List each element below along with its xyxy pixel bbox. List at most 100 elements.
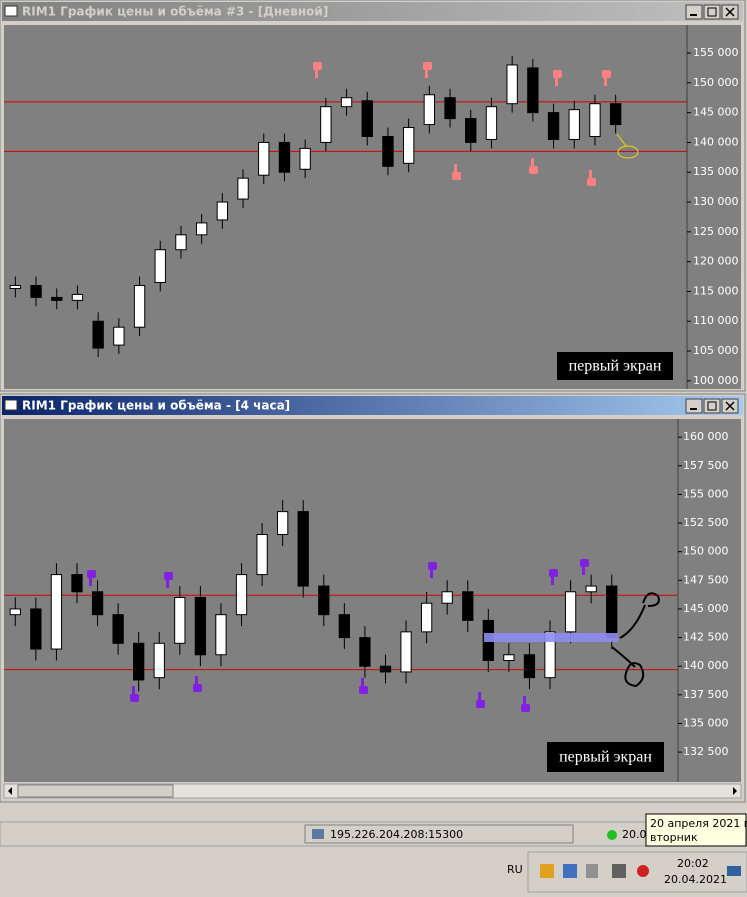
y-tick-label: 135 000 [683, 716, 729, 729]
candle-body [359, 637, 371, 667]
scribble [611, 592, 660, 688]
annotation: первый экран [559, 749, 652, 766]
candle-body [113, 326, 125, 346]
y-tick-label: 120 000 [693, 255, 739, 268]
annotation: первый экран [569, 358, 662, 375]
y-tick-label: 125 000 [693, 225, 739, 238]
candle-body [71, 574, 83, 593]
candle-body [444, 97, 456, 120]
y-tick-label: 152 500 [683, 516, 729, 529]
y-tick-label: 140 000 [693, 135, 739, 148]
language-indicator[interactable]: RU [507, 863, 523, 876]
candle-body [297, 511, 309, 587]
candle-body [318, 585, 330, 616]
candle-body [465, 118, 477, 143]
candle-body [320, 106, 332, 143]
y-tick-label: 130 000 [693, 195, 739, 208]
candle-body [153, 642, 165, 679]
candle-body [92, 320, 104, 349]
candle-body [277, 511, 289, 536]
chart-area [4, 419, 741, 782]
connection-indicator [607, 830, 617, 840]
y-tick-label: 135 000 [693, 165, 739, 178]
candle-body [503, 654, 515, 661]
candle-body [606, 585, 618, 639]
annotation-box [557, 352, 673, 380]
tooltip [645, 813, 747, 847]
highlight-ellipse [617, 145, 639, 159]
hand-drawn-annotations [87, 62, 660, 712]
candle-body [361, 100, 373, 137]
y-tick-label: 145 000 [683, 602, 729, 615]
candle-body [589, 103, 601, 137]
y-tick-label: 150 000 [693, 76, 739, 89]
status-clock: 20.0 [622, 828, 647, 841]
candle-body [258, 141, 270, 176]
zone-box [484, 633, 618, 642]
y-tick-label: 150 000 [683, 545, 729, 558]
taskbar-time: 20:02 [677, 857, 709, 870]
status-bar [0, 821, 747, 847]
window-icon [4, 399, 18, 411]
window-buttons[interactable] [685, 4, 739, 20]
highlight-stroke [616, 133, 627, 147]
y-tick-label: 157 500 [683, 459, 729, 472]
candle-body [216, 201, 229, 221]
window-buttons[interactable] [685, 398, 739, 414]
candle-body [256, 534, 268, 576]
scrollbar[interactable] [3, 783, 742, 799]
candle-body [564, 591, 577, 633]
candle-body [340, 97, 353, 108]
candle-body [278, 141, 291, 173]
candle-body [462, 591, 474, 621]
candle-body [402, 127, 415, 164]
candle-body [133, 642, 145, 681]
candle-body [338, 614, 350, 639]
status-server: 195.226.204.208:15300 [330, 828, 463, 841]
tray-icons[interactable] [540, 864, 741, 878]
candle-body [235, 574, 248, 616]
network-icon [312, 829, 324, 839]
candle-body [30, 608, 42, 650]
candle-body [379, 665, 392, 673]
candle-body [547, 112, 560, 140]
candle-body [50, 574, 63, 650]
candle-body [527, 67, 539, 114]
window-icon [4, 5, 18, 17]
candle-body [585, 585, 597, 593]
annotation-box [547, 742, 664, 772]
y-tick-label: 142 500 [683, 631, 729, 644]
candle-body [544, 631, 556, 679]
candle-body [420, 602, 433, 633]
candle-body [215, 614, 227, 656]
title-bar[interactable] [2, 396, 743, 415]
y-tick-label: 147 500 [683, 573, 729, 586]
candle-body [382, 135, 394, 167]
y-tick-label: 110 000 [693, 314, 739, 327]
y-tick-label: 105 000 [693, 344, 739, 357]
candle-body [30, 284, 42, 298]
candle-body [523, 654, 536, 679]
candle-body [485, 106, 498, 140]
window-title: RIM1 График цены и объёма - [4 часа] [22, 399, 290, 413]
y-tick-label: 155 000 [693, 46, 739, 59]
y-tick-label: 137 500 [683, 688, 729, 701]
y-tick-label: 160 000 [683, 430, 729, 443]
candle-body [51, 296, 63, 301]
candle-body [194, 597, 207, 656]
candle-body [299, 147, 311, 170]
candle-body [195, 222, 208, 236]
candle-body [237, 177, 249, 200]
status-panel [304, 824, 574, 844]
candle-body [609, 103, 622, 126]
candle-body [154, 249, 166, 284]
candle-body [423, 94, 436, 126]
candle-body [174, 597, 186, 644]
y-tick-label: 132 500 [683, 745, 729, 758]
title-bar[interactable] [2, 2, 743, 21]
y-tick-label: 115 000 [693, 284, 739, 297]
candle-body [9, 284, 22, 289]
candle-body [568, 109, 580, 140]
candle-body [400, 631, 412, 673]
